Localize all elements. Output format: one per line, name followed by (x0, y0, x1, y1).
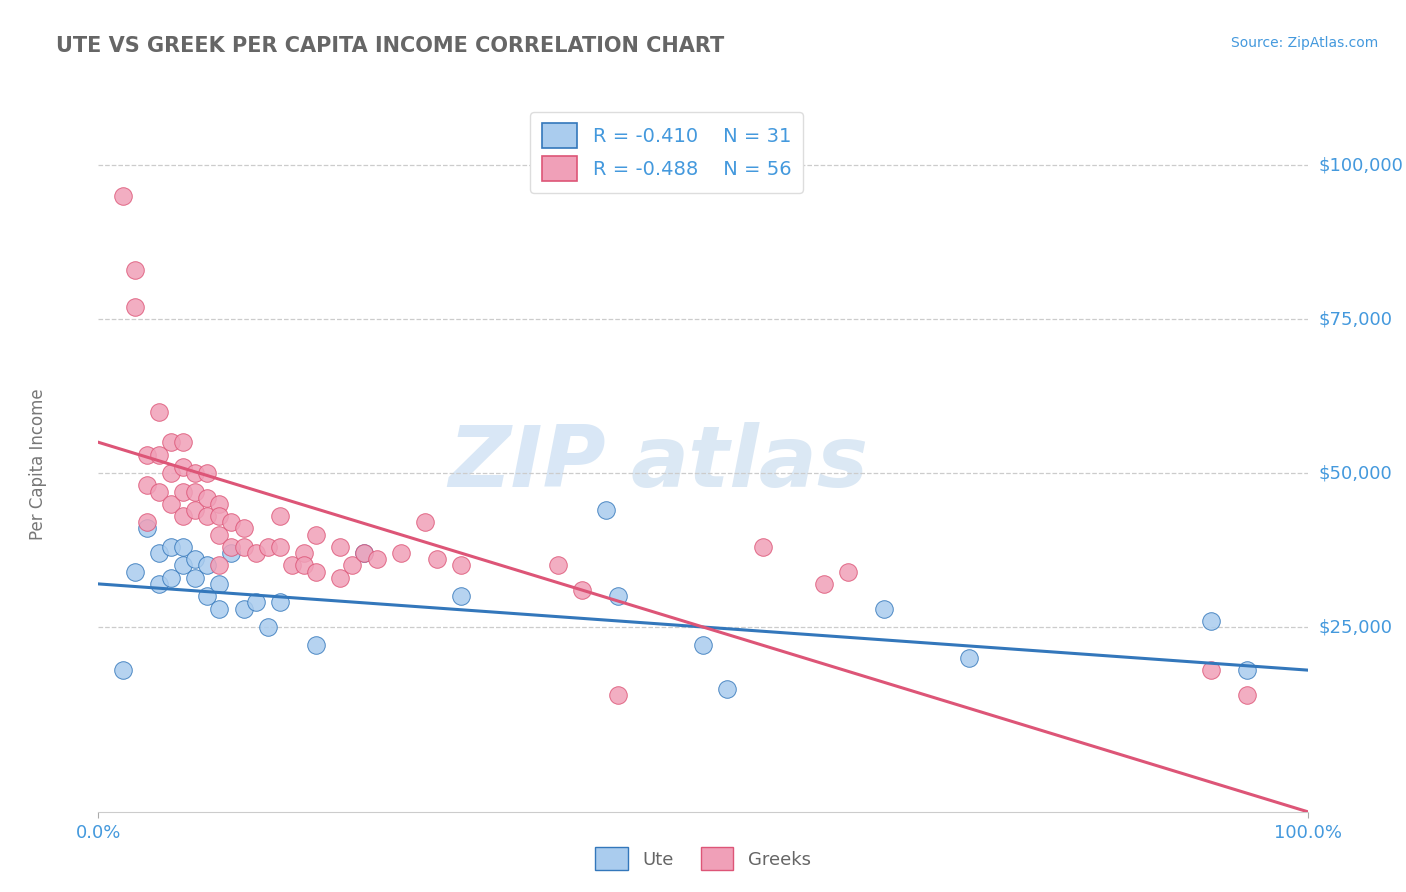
Point (716, 681, 738, 696)
Point (160, 497, 183, 511)
Point (281, 558, 304, 573)
Point (450, 558, 472, 573)
Point (342, 558, 364, 573)
Point (195, 491, 218, 505)
Point (353, 546, 375, 560)
Point (195, 558, 218, 573)
Point (195, 589, 218, 603)
Point (221, 540, 243, 554)
Point (1199, 614, 1222, 628)
Point (208, 509, 231, 524)
Point (172, 435, 194, 450)
Point (1199, 663, 1222, 677)
Point (124, 300, 146, 314)
Point (208, 577, 231, 591)
Point (305, 639, 328, 653)
Point (607, 688, 630, 702)
Point (148, 546, 170, 560)
Point (208, 497, 231, 511)
Point (292, 546, 315, 560)
Point (135, 521, 157, 535)
Point (571, 583, 593, 598)
Text: Per Capita Income: Per Capita Income (30, 388, 46, 540)
Point (195, 509, 218, 524)
Point (148, 448, 170, 462)
Point (426, 552, 449, 566)
Point (135, 478, 157, 492)
Point (208, 527, 231, 541)
Legend: Ute, Greeks: Ute, Greeks (586, 838, 820, 880)
Text: atlas: atlas (630, 422, 869, 506)
Point (329, 540, 352, 554)
Point (269, 509, 291, 524)
Point (208, 558, 231, 573)
Point (292, 558, 315, 573)
Point (813, 577, 835, 591)
Point (366, 552, 388, 566)
Point (111, 663, 134, 677)
Text: $50,000: $50,000 (1319, 464, 1392, 482)
Point (184, 484, 207, 499)
Point (269, 595, 291, 609)
Point (184, 571, 207, 585)
Point (873, 601, 896, 615)
Text: $75,000: $75,000 (1319, 310, 1393, 328)
Point (172, 509, 194, 524)
Point (184, 503, 207, 517)
Point (232, 601, 254, 615)
Point (752, 540, 775, 554)
Point (184, 466, 207, 480)
Point (1236, 688, 1258, 702)
Point (607, 589, 630, 603)
Point (245, 595, 267, 609)
Point (232, 540, 254, 554)
Text: ZIP: ZIP (449, 422, 606, 506)
Point (232, 521, 254, 535)
Point (160, 435, 183, 450)
Text: $100,000: $100,000 (1319, 156, 1403, 174)
Point (172, 459, 194, 474)
Text: Source: ZipAtlas.com: Source: ZipAtlas.com (1230, 36, 1378, 50)
Point (124, 565, 146, 579)
Point (450, 589, 472, 603)
Point (256, 540, 278, 554)
Point (837, 565, 859, 579)
Point (172, 558, 194, 573)
Point (160, 571, 183, 585)
Point (221, 546, 243, 560)
Point (160, 540, 183, 554)
Point (305, 527, 328, 541)
Point (148, 577, 170, 591)
Point (329, 571, 352, 585)
Point (547, 558, 569, 573)
Point (135, 516, 157, 530)
Point (148, 404, 170, 418)
Point (184, 552, 207, 566)
Point (111, 189, 134, 203)
Point (135, 448, 157, 462)
Point (172, 540, 194, 554)
Point (1236, 663, 1258, 677)
Point (692, 639, 714, 653)
Text: UTE VS GREEK PER CAPITA INCOME CORRELATION CHART: UTE VS GREEK PER CAPITA INCOME CORRELATI… (56, 36, 724, 55)
Point (353, 546, 375, 560)
Point (160, 466, 183, 480)
Point (595, 503, 617, 517)
Point (124, 263, 146, 277)
Point (305, 565, 328, 579)
Point (245, 546, 267, 560)
Text: $25,000: $25,000 (1319, 618, 1393, 636)
Point (172, 484, 194, 499)
Point (413, 516, 436, 530)
Point (221, 516, 243, 530)
Point (269, 540, 291, 554)
Point (208, 601, 231, 615)
Point (148, 484, 170, 499)
Point (957, 650, 980, 665)
Point (195, 466, 218, 480)
Point (256, 620, 278, 634)
Point (389, 546, 412, 560)
